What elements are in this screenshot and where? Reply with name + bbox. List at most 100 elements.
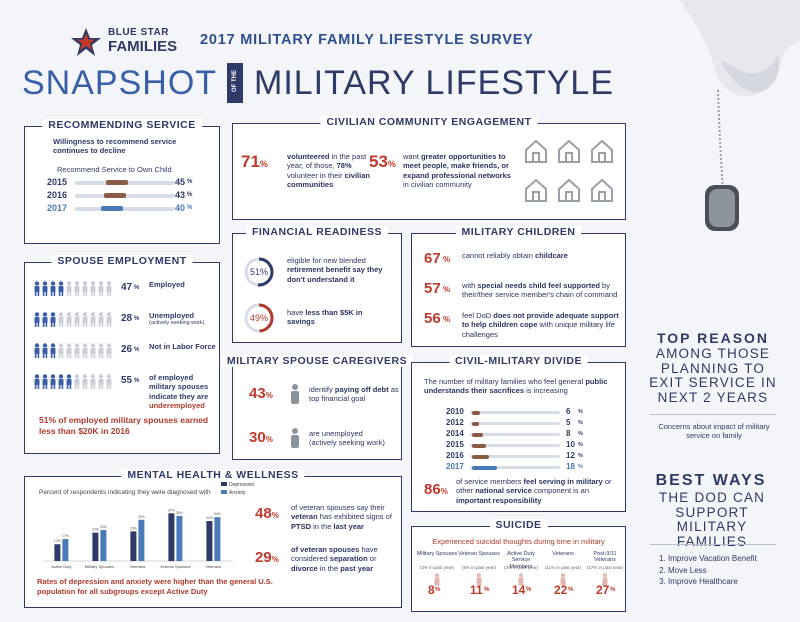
bar-label: 32% — [138, 515, 145, 519]
divorce-text-g: past year — [340, 563, 374, 573]
legend: Depression Anxiety — [221, 481, 254, 497]
bar-fill — [472, 465, 498, 470]
suicide-title: SUICIDE — [489, 519, 548, 531]
suicide-group-sub: (11% in past year) — [544, 565, 582, 570]
bar-anxiety-0 — [62, 539, 69, 561]
children-text-c: with unique military life challenges — [462, 320, 615, 339]
house-icon — [591, 139, 613, 163]
rec-value: 45 — [175, 177, 186, 187]
suicide-unit: % — [484, 587, 490, 593]
person-icon — [50, 343, 56, 358]
chart-caption: Percent of respondents indicating they w… — [39, 489, 211, 496]
person-icon — [82, 281, 88, 296]
top-reason-title: TOP REASON — [656, 330, 770, 346]
person-icon — [98, 374, 104, 389]
ptsd-text-c: has exhibited signs of — [317, 512, 392, 522]
divorce-text-a: of veteran spouses — [291, 545, 360, 554]
bar-label: 17% — [62, 534, 69, 538]
ptsd-stat: 48% — [255, 505, 279, 522]
bar-fill — [101, 206, 123, 211]
employment-label-text: of employed military spouses indicate th… — [149, 373, 209, 401]
house-icon — [525, 178, 547, 202]
bar-label: 35% — [176, 511, 183, 515]
bar-depression-3 — [168, 513, 175, 561]
bar-depression-2 — [130, 531, 137, 561]
employment-label-text: Unemployed — [149, 311, 195, 320]
civmil-unit: % — [578, 453, 583, 459]
civilian-engagement-title: CIVILIAN COMMUNITY ENGAGEMENT — [320, 116, 538, 128]
ptsd-value: 48 — [255, 505, 272, 522]
person-icon — [50, 312, 56, 327]
retirement-text-a: eligible for new blended — [287, 256, 366, 265]
civil-military-intro: The number of military families who feel… — [424, 377, 619, 396]
children-text: cannot reliably obtain childcare — [462, 251, 620, 260]
children-text-a: cannot reliably obtain — [462, 251, 535, 260]
employment-sublabel: (actively seeking work) — [149, 320, 205, 327]
person-icon — [74, 343, 80, 358]
person-icon — [34, 312, 40, 327]
brand-line2: FAMILIES — [108, 38, 178, 55]
children-text: feel DoD does not provide adequate suppo… — [462, 311, 620, 339]
suicide-group-name: Veterans — [552, 551, 574, 557]
children-text-b: does not provide adequate support to hel… — [462, 311, 619, 330]
people-icons — [33, 374, 117, 390]
ptsd-text-d: PTSD — [291, 521, 312, 531]
savings-value: 49% — [249, 313, 268, 323]
house-icons — [523, 138, 623, 216]
best-ways-sub: THE DOD CAN SUPPORT MILITARY FAMILIES — [658, 490, 766, 549]
bar-track — [470, 455, 560, 458]
suicide-unit: % — [526, 587, 532, 593]
legend-anxiety: Anxiety — [221, 489, 254, 497]
person-icon — [74, 312, 80, 327]
person-icon — [518, 573, 524, 586]
person-icon — [42, 312, 48, 327]
house-icon — [525, 139, 547, 163]
person-icon — [90, 374, 96, 389]
national-service-text-f: important responsibility — [456, 495, 542, 505]
suicide-group-sub: (3% in past year) — [503, 565, 538, 570]
legend-anxiety-label: Anxiety — [229, 490, 246, 496]
person-icon — [74, 374, 80, 389]
retirement-value: 51% — [249, 267, 268, 277]
year-label: 2016 — [446, 451, 464, 460]
employment-label: Not in Labor Force — [149, 342, 217, 351]
person-icon — [106, 343, 112, 358]
year-label: 2015 — [47, 177, 68, 187]
debt-value: 43 — [249, 385, 266, 402]
children-value: 67 — [424, 250, 441, 267]
suicide-caption: Experienced suicidal thoughts during tim… — [432, 537, 605, 546]
children-unit: % — [443, 315, 451, 324]
suicide-panel: SUICIDE Experienced suicidal thoughts du… — [411, 519, 626, 612]
caregiver-unemployed-text-b: (actively seeking work) — [309, 438, 385, 448]
civmil-value: 5 — [566, 418, 571, 427]
networking-text-c: in civilian community — [403, 180, 472, 190]
caregivers-title: MILITARY SPOUSE CAREGIVERS — [220, 355, 414, 367]
national-service-text-e: component is an — [531, 486, 590, 496]
mental-health-chart: 13%17% Active Duty 22%24% Military Spouses 2… — [43, 508, 233, 569]
mental-health-footer: Rates of depression and anxiety were hig… — [37, 577, 273, 596]
caregivers-panel: MILITARY SPOUSE CAREGIVERS 43% identify … — [220, 355, 414, 460]
civmil-unit: % — [578, 431, 583, 437]
best-way-item: Improve Healthcare — [668, 576, 757, 588]
savings-donut — [244, 303, 274, 333]
legend-depression-label: Depression — [229, 482, 255, 488]
children-unit: % — [443, 285, 451, 294]
person-icon — [42, 343, 48, 358]
ptsd-text-f: last year — [333, 521, 364, 531]
civmil-unit: % — [578, 420, 583, 426]
person-icon — [66, 374, 72, 389]
debt-stat: 43% — [249, 385, 273, 402]
bar-track — [470, 444, 560, 447]
person-icon — [98, 343, 104, 358]
national-service-unit: % — [440, 487, 448, 496]
bar-anxiety-2 — [138, 519, 145, 561]
bar-track — [75, 207, 175, 211]
person-icon — [58, 312, 64, 327]
employment-label-text: Employed — [149, 280, 185, 289]
civil-military-intro-b: public understands their sacrifices — [424, 377, 608, 396]
employment-label: Employed — [149, 280, 217, 289]
top-reason-sub: AMONG THOSE PLANNING TO EXIT SERVICE IN … — [649, 346, 777, 405]
civil-military-panel: CIVIL-MILITARY DIVIDE The number of mili… — [411, 355, 626, 512]
category-label: Active Duty — [51, 564, 71, 569]
bar-track — [470, 422, 560, 425]
